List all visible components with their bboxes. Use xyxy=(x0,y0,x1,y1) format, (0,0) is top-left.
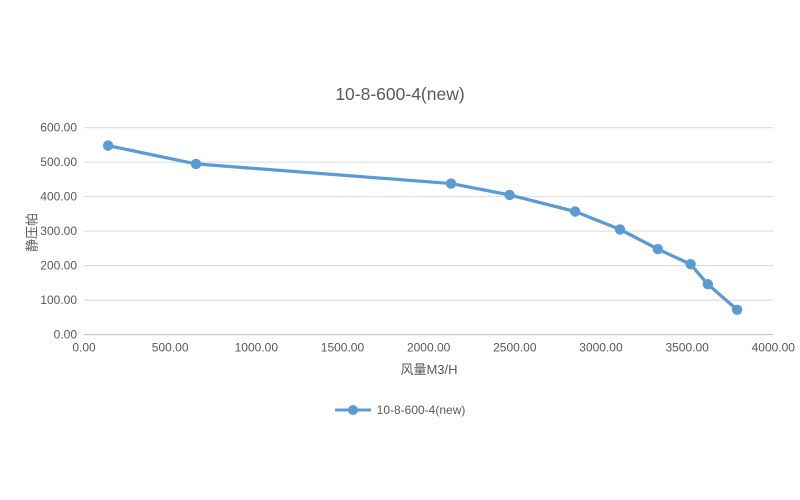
y-tick-label: 100.00 xyxy=(40,293,77,307)
x-tick-label: 500.00 xyxy=(152,341,189,355)
y-tick-label: 0.00 xyxy=(54,328,78,342)
data-point-marker xyxy=(731,304,743,315)
x-tick-label: 2500.00 xyxy=(493,341,537,355)
y-tick-label: 200.00 xyxy=(40,259,77,273)
x-tick-label: 2000.00 xyxy=(407,341,451,355)
data-point-marker xyxy=(504,189,515,201)
data-point-marker xyxy=(445,178,457,189)
x-tick-label: 3000.00 xyxy=(579,341,623,355)
legend-line-marker-icon xyxy=(334,405,371,415)
y-tick-label: 400.00 xyxy=(40,190,77,204)
data-point-marker xyxy=(102,140,114,151)
y-tick-label: 300.00 xyxy=(40,224,77,238)
data-point-marker xyxy=(702,279,714,290)
x-tick-label: 1500.00 xyxy=(321,341,365,355)
x-axis-title: 风量M3/H xyxy=(400,362,458,377)
y-tick-label: 600.00 xyxy=(40,121,77,135)
x-tick-label: 0.00 xyxy=(72,341,96,355)
data-point-marker xyxy=(685,259,696,270)
y-axis-title: 静压帕 xyxy=(24,213,40,253)
data-point-marker xyxy=(652,243,664,255)
data-point-marker xyxy=(190,158,202,170)
legend-label: 10-8-600-4(new) xyxy=(376,403,466,417)
chart-title: 10-8-600-4(new) xyxy=(335,84,465,104)
series-line xyxy=(106,144,739,312)
legend: 10-8-600-4(new) xyxy=(0,403,800,417)
y-tick-label: 500.00 xyxy=(40,155,77,169)
x-tick-label: 4000.00 xyxy=(752,341,796,355)
data-point-marker xyxy=(569,206,581,217)
data-point-marker xyxy=(614,224,626,235)
x-tick-label: 1000.00 xyxy=(235,341,279,355)
x-tick-label: 3500.00 xyxy=(665,341,709,355)
